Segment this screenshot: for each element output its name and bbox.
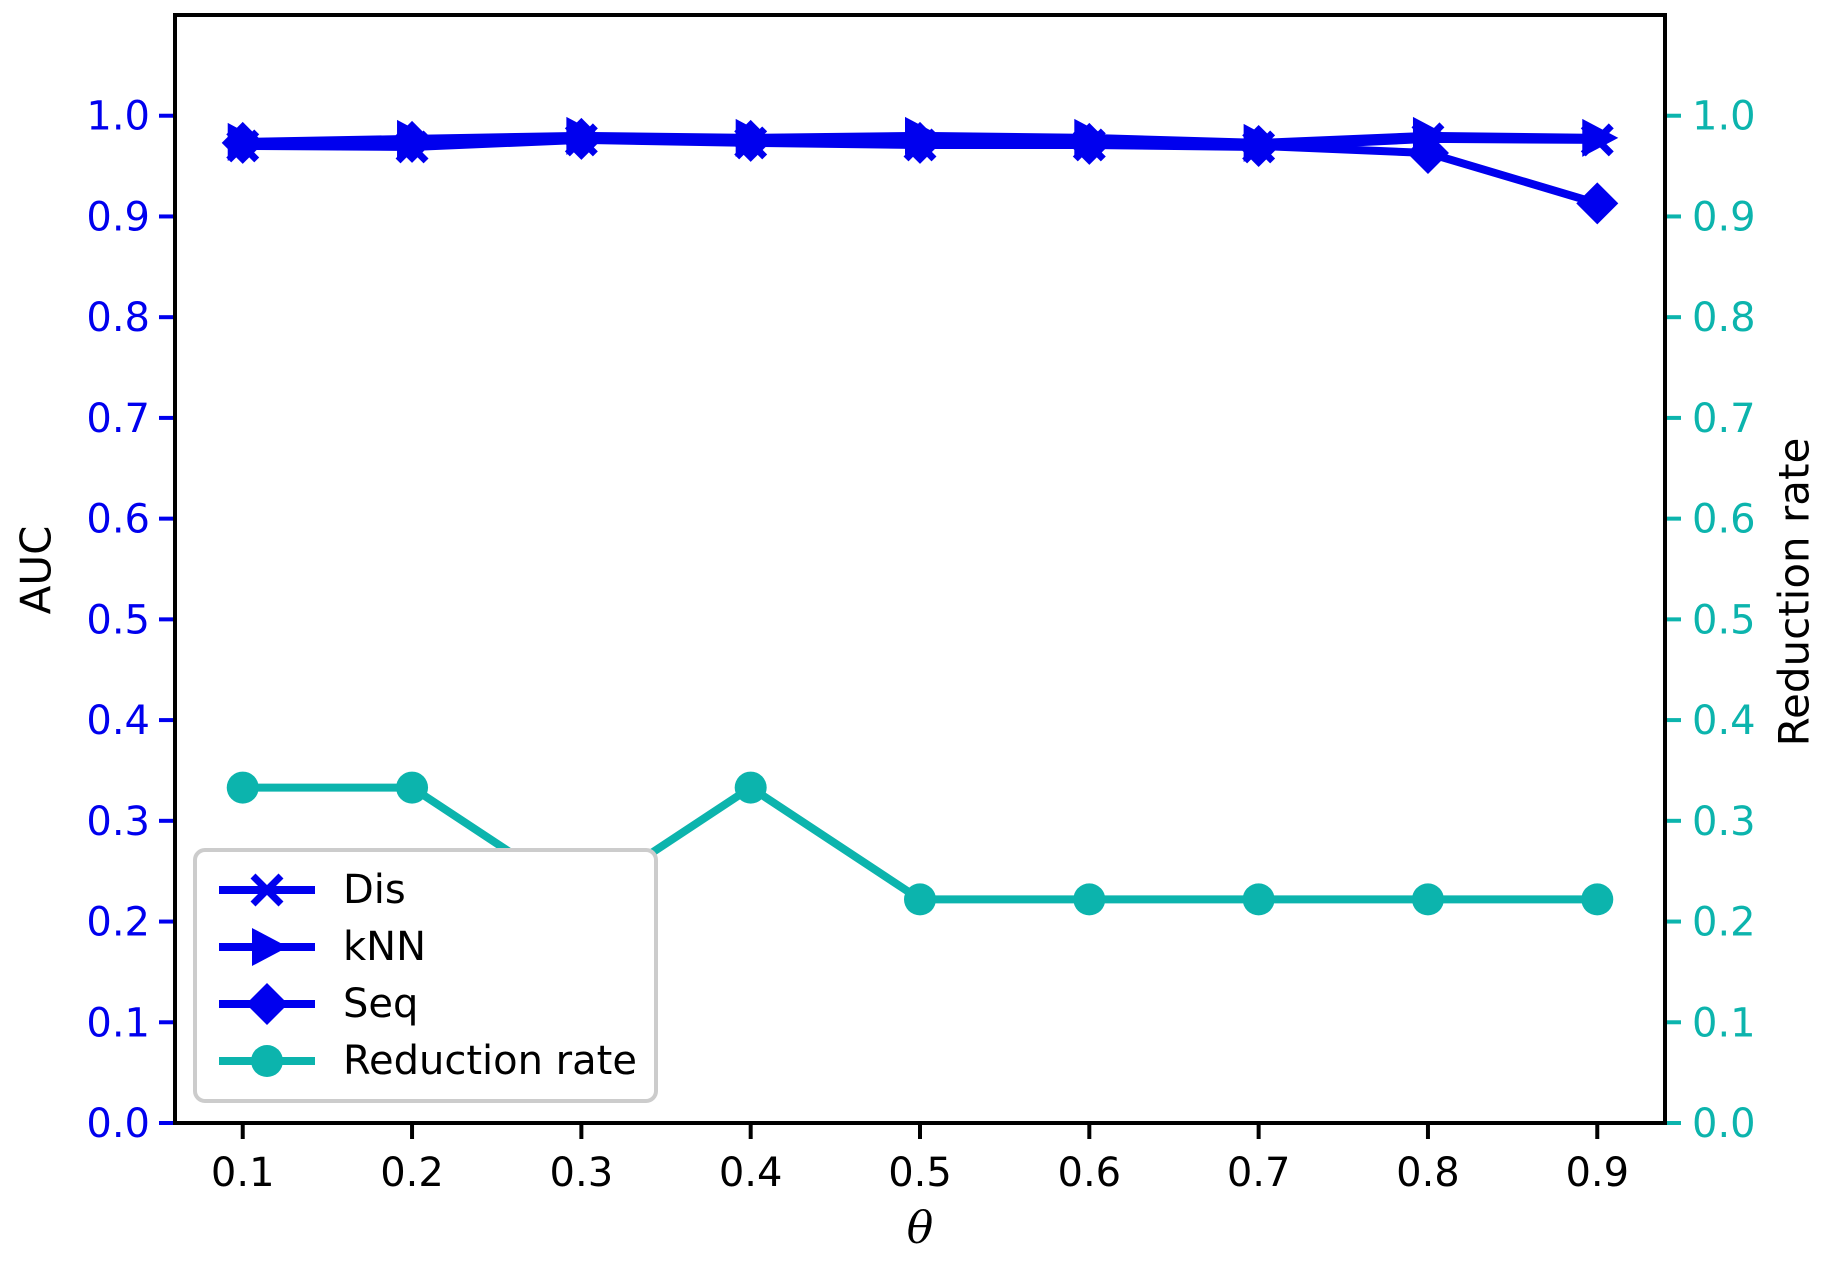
marker-circle-icon — [1411, 883, 1444, 916]
y-tick-label-right: 0.0 — [1692, 1101, 1756, 1147]
marker-x-icon — [250, 873, 284, 907]
legend-label: Seq — [343, 980, 419, 1027]
marker-diamond-icon — [899, 121, 941, 164]
marker-diamond-icon — [1406, 131, 1449, 174]
series-seq — [221, 117, 1619, 225]
y-tick-label-right: 0.8 — [1692, 295, 1756, 341]
y-tick-label-right: 0.6 — [1692, 497, 1756, 543]
y-tick-label-left: 0.5 — [86, 597, 150, 643]
marker-diamond-icon — [246, 982, 288, 1025]
y-tick-label-right: 0.3 — [1692, 799, 1756, 845]
legend-item-dis: Dis — [217, 862, 654, 919]
y-tick-label-left: 0.8 — [86, 295, 150, 341]
marker-diamond-icon — [560, 117, 603, 160]
x-tick-label: 0.9 — [1565, 1150, 1629, 1196]
marker-circle-icon — [226, 771, 259, 804]
y-axis-label-right: Reduction rate — [1769, 437, 1819, 747]
legend-sample-line — [219, 1044, 315, 1077]
x-tick-label: 0.2 — [380, 1150, 444, 1196]
legend-sample-line — [219, 928, 315, 967]
x-tick-label: 0.3 — [550, 1150, 614, 1196]
y-tick-label-right: 0.5 — [1692, 597, 1756, 643]
legend-sample-line — [219, 873, 315, 907]
marker-circle-icon — [1581, 883, 1614, 916]
marker-diamond-icon — [391, 120, 434, 163]
marker-circle-icon — [734, 771, 767, 804]
y-tick-label-left: 0.9 — [86, 194, 150, 240]
marker-circle-icon — [1073, 883, 1106, 916]
legend: Dis kNN Seq Reduction rate — [193, 848, 658, 1103]
x-axis-label: θ — [906, 1202, 934, 1254]
marker-triangle-right-icon — [252, 928, 288, 967]
legend-item-knn: kNN — [217, 919, 654, 976]
y-tick-label-right: 0.9 — [1692, 194, 1756, 240]
marker-diamond-icon — [221, 121, 264, 164]
y-tick-label-right: 1.0 — [1692, 94, 1756, 140]
y-tick-label-right: 0.7 — [1692, 396, 1756, 442]
marker-circle-icon — [904, 883, 936, 916]
x-tick-label: 0.4 — [719, 1150, 783, 1196]
y-tick-label-right: 0.4 — [1692, 698, 1756, 744]
legend-item-seq: Seq — [217, 976, 654, 1033]
y-tick-label-left: 1.0 — [86, 94, 150, 140]
legend-label: kNN — [343, 924, 427, 971]
marker-diamond-icon — [1237, 124, 1280, 167]
legend-label: Reduction rate — [343, 1037, 637, 1084]
x-tick-label: 0.7 — [1227, 1150, 1291, 1196]
marker-triangle-right-icon — [1582, 118, 1619, 157]
y-tick-label-left: 0.0 — [86, 1101, 150, 1147]
y-tick-label-right: 0.1 — [1692, 1000, 1756, 1046]
series-reduction-rate — [226, 771, 1614, 916]
marker-diamond-icon — [1068, 122, 1111, 165]
legend-item-reduction-rate: Reduction rate — [217, 1032, 654, 1089]
marker-circle-icon — [396, 771, 429, 804]
x-tick-label: 0.8 — [1396, 1150, 1460, 1196]
marker-diamond-icon — [1576, 182, 1619, 225]
x-tick-label: 0.5 — [888, 1150, 952, 1196]
y-tick-label-left: 0.4 — [86, 698, 150, 744]
marker-circle-icon — [251, 1044, 283, 1077]
y-tick-label-left: 0.3 — [86, 799, 150, 845]
y-axis-label-left: AUC — [11, 525, 61, 615]
y-tick-label-right: 0.2 — [1692, 900, 1756, 946]
y-tick-label-left: 0.2 — [86, 900, 150, 946]
marker-diamond-icon — [729, 119, 772, 162]
plot-border — [173, 13, 1667, 1125]
y-tick-label-left: 0.1 — [86, 1000, 150, 1046]
legend-label: Dis — [343, 867, 406, 914]
y-tick-label-left: 0.6 — [86, 497, 150, 543]
x-tick-label: 0.1 — [211, 1150, 275, 1196]
x-tick-label: 0.6 — [1058, 1150, 1122, 1196]
y-tick-label-left: 0.7 — [86, 396, 150, 442]
marker-circle-icon — [1242, 883, 1275, 916]
legend-sample-line — [219, 982, 315, 1025]
